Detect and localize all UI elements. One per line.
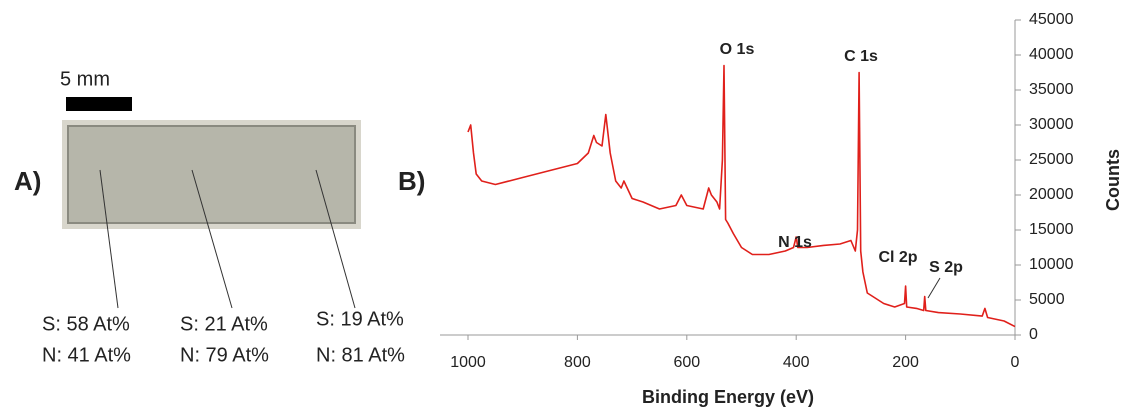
y-tick-label: 15000 [1029,221,1074,238]
composition-n: N: 41 At% [42,344,131,366]
y-tick-label: 0 [1029,326,1038,343]
y-tick-label: 45000 [1029,11,1074,28]
composition-s: S: 21 At% [180,313,268,335]
photo-sample [67,125,356,224]
y-tick-label: 5000 [1029,291,1065,308]
scale-bar [66,97,132,111]
panel-label: A) [14,166,41,196]
x-tick-label: 400 [783,354,810,371]
spectrum-line [467,64,1016,328]
composition-n: N: 79 At% [180,344,269,366]
x-tick-label: 800 [564,354,591,371]
y-tick-label: 25000 [1029,151,1074,168]
composition-s: S: 58 At% [42,313,130,335]
pointer-line [99,169,119,309]
peak-label: O 1s [720,41,755,58]
y-tick-label: 10000 [1029,256,1074,273]
pointer-line [191,169,233,309]
panel-a: A) 5 mm S: 58 At% N: 41 At% S: 21 At% N:… [14,68,405,366]
y-tick-label: 35000 [1029,81,1074,98]
peak-label: Cl 2p [878,249,917,266]
x-tick-label: 200 [892,354,919,371]
y-tick-label: 40000 [1029,46,1074,63]
x-tick-label: 600 [673,354,700,371]
peak-label: S 2p [929,259,963,276]
peak-pointer [927,277,941,299]
peak-label: N 1s [778,234,812,251]
x-tick-label: 0 [1011,354,1020,371]
scale-label: 5 mm [60,68,110,90]
x-tick-label: 1000 [450,354,486,371]
y-axis-title: Counts [1103,149,1123,211]
y-tick-label: 20000 [1029,186,1074,203]
composition-s: S: 19 At% [316,308,404,330]
panel-label: B) [398,166,425,196]
y-tick-label: 30000 [1029,116,1074,133]
x-axis-title: Binding Energy (eV) [642,387,814,407]
pointer-line [315,169,356,309]
peak-label: C 1s [844,48,878,65]
composition-n: N: 81 At% [316,344,405,366]
